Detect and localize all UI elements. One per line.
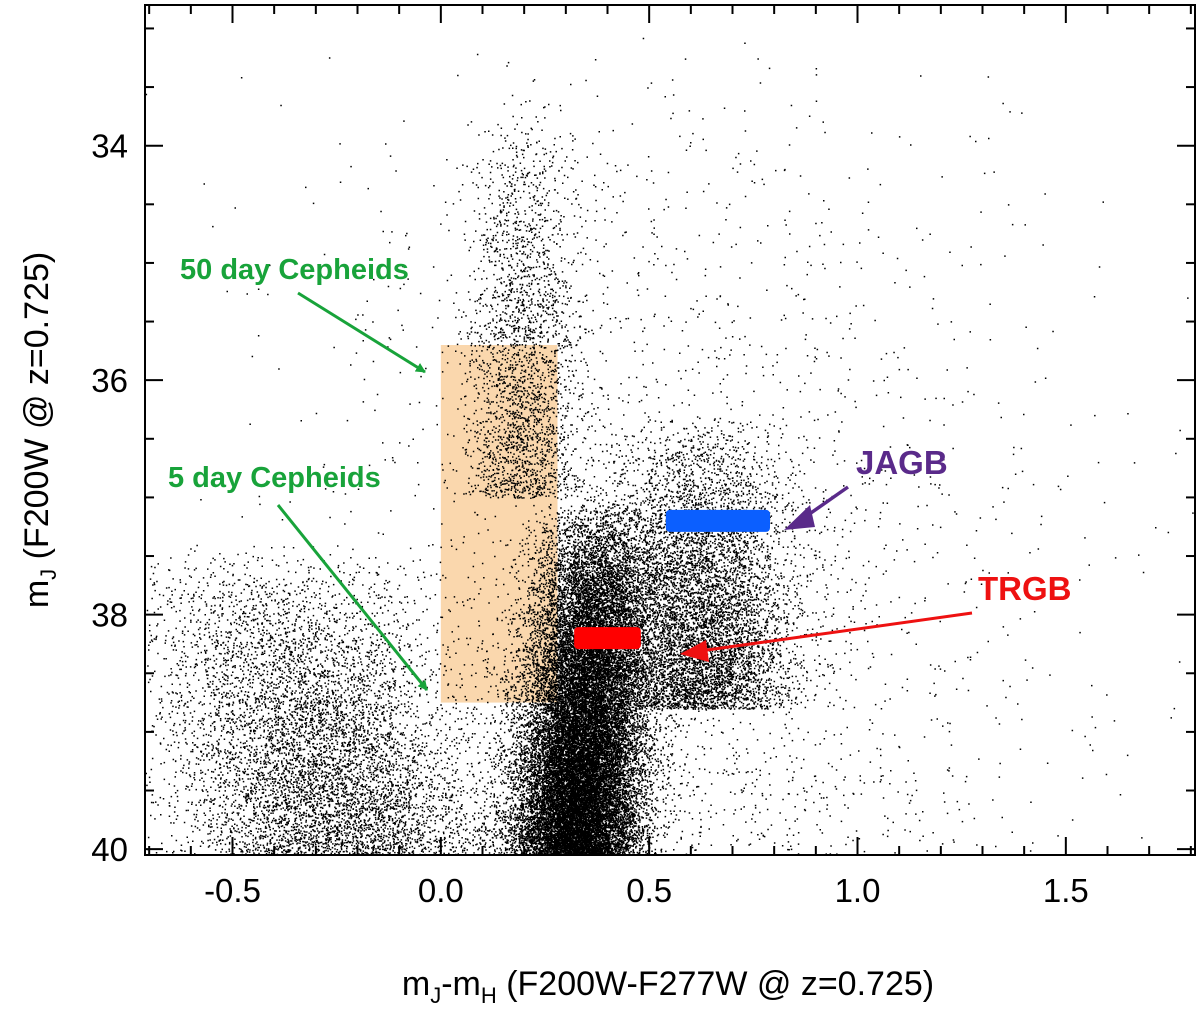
x-axis-title-main: m	[402, 965, 430, 1003]
x-axis-title-mid: -m	[441, 965, 481, 1003]
x-tick-label: 0.5	[626, 872, 672, 909]
x-axis-title-rest: (F200W-F277W @ z=0.725)	[497, 965, 934, 1003]
y-tick-label: 34	[91, 128, 128, 165]
x-axis-title-sub2: H	[481, 983, 497, 1008]
x-axis-title: mJ-mH (F200W-F277W @ z=0.725)	[402, 965, 934, 1008]
annotation-5-day-cepheids: 5 day Cepheids	[168, 462, 381, 494]
x-tick-labels: -0.5 0.0 0.5 1.0 1.5	[204, 872, 1089, 909]
x-axis-title-sub1: J	[430, 983, 441, 1008]
annotation-jagb: JAGB	[856, 444, 948, 481]
markers	[574, 509, 770, 650]
arrow-50-day-cepheids	[297, 291, 426, 374]
jagb-marker	[665, 509, 770, 532]
arrow-trgb-head	[680, 640, 709, 662]
axis-ticks	[145, 5, 1195, 855]
x-tick-label: 1.5	[1043, 872, 1089, 909]
x-tick-label: 1.0	[835, 872, 881, 909]
plot-frame	[144, 4, 1196, 856]
y-axis-title-sub: J	[36, 569, 61, 580]
annotations: 50 day Cepheids 5 day Cepheids JAGB TRGB	[168, 254, 1072, 691]
y-axis-title: mJ (F200W @ z=0.725)	[18, 252, 61, 608]
arrow-jagb-head	[784, 505, 815, 530]
x-tick-label: 0.0	[418, 872, 464, 909]
annotation-50-day-cepheids: 50 day Cepheids	[180, 254, 409, 286]
trgb-marker	[574, 627, 641, 650]
arrow-5-day-cepheids	[276, 504, 429, 691]
y-tick-label: 36	[91, 362, 128, 399]
x-tick-label: -0.5	[204, 872, 261, 909]
y-tick-labels: 34 36 38 40	[91, 128, 128, 868]
y-tick-label: 40	[91, 831, 128, 868]
arrow-trgb-shaft	[699, 611, 973, 653]
annotation-trgb: TRGB	[978, 570, 1072, 607]
y-tick-label: 38	[91, 597, 128, 634]
y-axis-title-main: m	[18, 580, 56, 608]
y-axis-title-rest: (F200W @ z=0.725)	[18, 252, 56, 569]
